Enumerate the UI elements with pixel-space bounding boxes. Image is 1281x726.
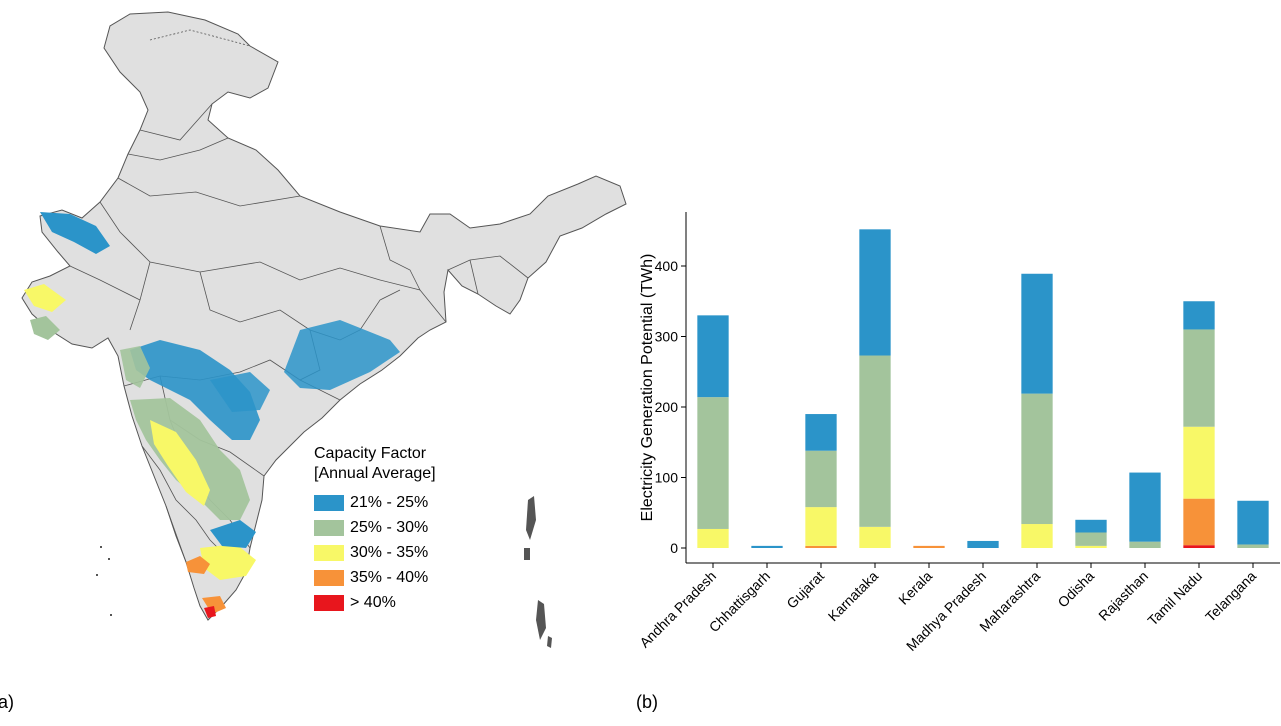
bar-segment (1075, 532, 1107, 546)
x-tick-label: Tamil Nadu (1144, 568, 1205, 629)
bar-segment (1021, 524, 1053, 548)
patch-30-35 (24, 284, 66, 312)
patch-21-25 (210, 520, 256, 548)
y-axis-label: Electricity Generation Potential (TWh) (639, 254, 656, 522)
legend-title-line1: Capacity Factor (314, 445, 427, 462)
bar-segment (1183, 545, 1215, 548)
y-tick-label: 200 (655, 399, 679, 415)
panel-b-label: (b) (636, 692, 658, 712)
patch-25-30 (120, 346, 150, 388)
capacity-patches (24, 212, 400, 618)
legend-label: 21% - 25% (350, 493, 429, 511)
patch-35-40 (202, 596, 226, 614)
bar-segment (1183, 329, 1215, 427)
bar-segment (1021, 273, 1053, 394)
y-tick-label: 300 (655, 329, 679, 345)
x-tick-label: Gujarat (783, 568, 827, 612)
patch-21-25 (284, 320, 400, 390)
panel-a-label: (a) (0, 692, 14, 712)
legend-label: > 40% (350, 593, 396, 611)
bar-segment (967, 540, 999, 548)
patch-30-35 (200, 544, 256, 580)
bar-segment (859, 526, 891, 548)
x-tick-label: Telangana (1202, 568, 1259, 625)
legend-label: 30% - 35% (350, 543, 429, 561)
legend-item: 30% - 35% (314, 540, 436, 565)
bar-segment (859, 355, 891, 527)
legend-swatch (314, 569, 344, 586)
bar-segment (1075, 519, 1107, 533)
legend-item: 35% - 40% (314, 565, 436, 590)
legend-item: > 40% (314, 590, 436, 615)
bar-segment (1183, 301, 1215, 330)
y-tick-label: 100 (655, 470, 679, 486)
bar-segment (1237, 500, 1269, 545)
patch-21-25 (130, 340, 260, 440)
x-tick-label: Rajasthan (1095, 568, 1151, 624)
bar-segment (805, 507, 837, 546)
legend-swatch (314, 594, 344, 611)
bar-segment (1183, 498, 1215, 546)
legend-item: 25% - 30% (314, 515, 436, 540)
legend-swatch (314, 494, 344, 511)
patch-35-40 (186, 556, 210, 574)
andaman-islands (524, 496, 552, 648)
y-tick-label: 0 (670, 540, 678, 556)
patch-25-30 (30, 316, 60, 340)
bar-segment (913, 545, 945, 548)
bar-segment (751, 545, 783, 548)
x-tick-label: Odisha (1054, 568, 1097, 611)
x-tick-label: Karnataka (825, 568, 882, 625)
legend-label: 25% - 30% (350, 518, 429, 536)
bar-segment (805, 450, 837, 508)
chart-panel: 0 100 200 300 400 Electricity Generation Pote… (600, 0, 1281, 721)
bar-segment (1021, 393, 1053, 525)
bar-segment (805, 545, 837, 548)
bar-segment (859, 229, 891, 356)
bar-segment (697, 528, 729, 548)
legend-title-line2: [Annual Average] (314, 465, 436, 482)
bar-segment (805, 414, 837, 451)
y-tick-label: 400 (655, 258, 679, 274)
disputed-border (149, 29, 251, 47)
bar-segment (1129, 541, 1161, 548)
patch-30-35 (150, 420, 210, 506)
map-panel: Capacity Factor [Annual Average] 21% - 2… (0, 0, 640, 721)
x-tick-label: Kerala (895, 568, 935, 608)
bar-segment (697, 397, 729, 529)
legend-title: Capacity Factor [Annual Average] (314, 444, 436, 484)
legend-label: 35% - 40% (350, 568, 429, 586)
patch-gt-40 (204, 606, 216, 618)
bar-segment (1129, 472, 1161, 542)
bar-segment (1183, 426, 1215, 499)
legend-item: 21% - 25% (314, 490, 436, 515)
x-tick-label: Andhra Pradesh (636, 568, 719, 651)
india-capacity-factor-map (21, 11, 627, 648)
legend-swatch (314, 544, 344, 561)
patch-21-25 (40, 212, 110, 254)
bar-segment (1075, 545, 1107, 548)
patch-21-25 (210, 372, 270, 412)
bar-segment (1237, 544, 1269, 548)
legend-swatch (314, 519, 344, 536)
capacity-factor-legend: Capacity Factor [Annual Average] 21% - 2… (314, 444, 436, 615)
lakshadweep-islands (96, 546, 112, 616)
bar-segment (697, 315, 729, 398)
